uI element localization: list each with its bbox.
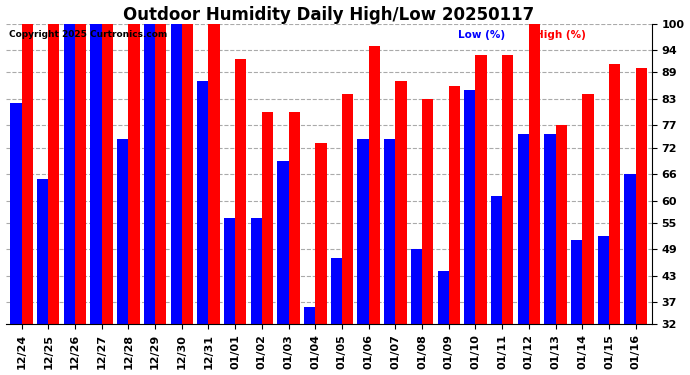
Bar [48,24,59,324]
Bar [384,139,395,324]
Bar [635,68,647,324]
Bar [170,24,181,324]
Bar [571,240,582,324]
Bar [155,24,166,324]
Bar [624,174,635,324]
Bar [315,143,326,324]
Bar [555,126,566,324]
Bar [529,24,540,324]
Bar [342,94,353,324]
Bar [10,104,21,324]
Bar [224,218,235,324]
Bar [598,236,609,324]
Bar [262,112,273,324]
Text: Copyright 2025 Curtronics.com: Copyright 2025 Curtronics.com [9,30,167,39]
Bar [422,99,433,324]
Bar [144,24,155,324]
Bar [250,218,262,324]
Bar [448,86,460,324]
Bar [544,134,555,324]
Title: Outdoor Humidity Daily High/Low 20250117: Outdoor Humidity Daily High/Low 20250117 [123,6,534,24]
Bar [277,161,288,324]
Bar [288,112,299,324]
Bar [437,272,448,324]
Bar [90,24,101,324]
Bar [37,178,48,324]
Bar [197,81,208,324]
Bar [411,249,422,324]
Bar [395,81,406,324]
Bar [75,24,86,324]
Bar [502,55,513,324]
Bar [101,24,113,324]
Bar [582,94,593,324]
Text: High (%): High (%) [535,30,586,40]
Bar [464,90,475,324]
Bar [609,63,620,324]
Bar [117,139,128,324]
Bar [63,24,75,324]
Bar [475,55,486,324]
Bar [128,24,139,324]
Bar [357,139,368,324]
Bar [518,134,529,324]
Bar [491,196,502,324]
Bar [181,24,193,324]
Bar [304,307,315,324]
Bar [331,258,342,324]
Bar [21,24,33,324]
Bar [235,59,246,324]
Bar [368,46,380,324]
Bar [208,24,219,324]
Text: Low (%): Low (%) [458,30,505,40]
